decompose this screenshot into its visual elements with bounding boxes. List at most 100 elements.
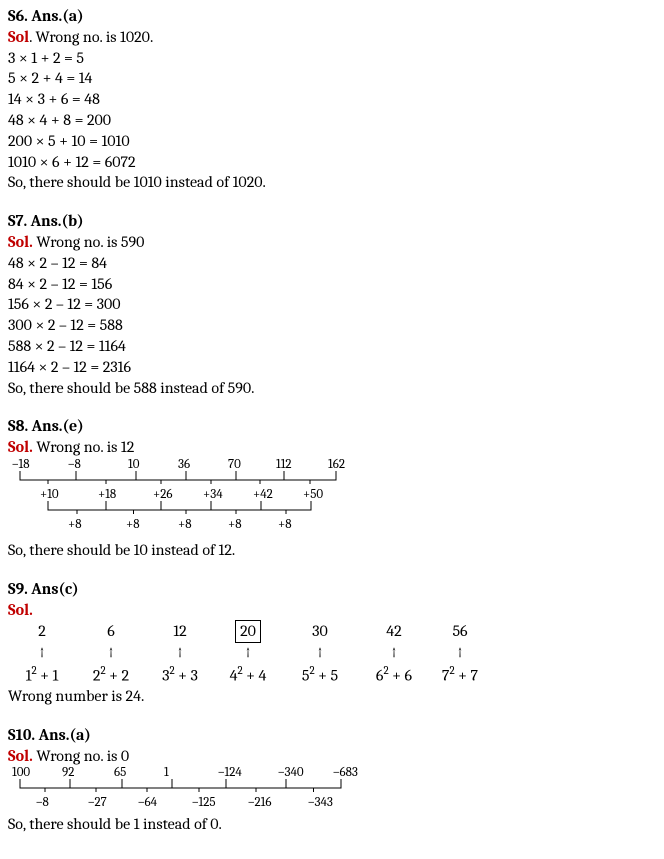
up-arrow-icon: ↑ — [358, 643, 430, 664]
svg-text:+8: +8 — [178, 517, 192, 532]
sol-label: Sol — [8, 28, 29, 46]
svg-text:+10: +10 — [40, 487, 59, 502]
up-arrow-icon: ↑ — [8, 643, 76, 664]
conclusion-s6: So, there should be 1010 instead of 1020… — [8, 172, 656, 193]
series-formula: 22 + 2 — [76, 664, 146, 686]
wrong-line-s6: Sol. Wrong no. is 1020. — [8, 27, 656, 48]
conclusion-s8: So, there should be 10 instead of 12. — [8, 540, 656, 561]
sol-label: Sol. — [8, 438, 33, 456]
up-arrow-icon: ↑ — [214, 643, 282, 664]
series-formula: 12 + 1 — [8, 664, 76, 686]
series-formula: 62 + 6 — [358, 664, 430, 686]
svg-text:+8: +8 — [278, 517, 292, 532]
wrong-text: Wrong no. is 12 — [33, 438, 134, 456]
svg-text:+50: +50 — [303, 487, 323, 502]
solution-s8: S8. Ans.(e) Sol. Wrong no. is 12 –18 –8 10… — [8, 416, 656, 560]
wrong-text: Wrong no. is 0 — [33, 747, 129, 765]
series-value: 2 — [8, 621, 76, 642]
series-arrows-s9: ↑↑↑↑↑↑↑ — [8, 643, 656, 664]
heading-s7: S7. Ans.(b) — [8, 211, 656, 232]
svg-text:100: 100 — [12, 766, 30, 780]
series-value: 12 — [146, 621, 214, 642]
series-values-s9: 261220304256 — [8, 620, 656, 643]
series-formula: 72 + 7 — [430, 664, 490, 686]
calc-line: 48 × 4 + 8 = 200 — [8, 110, 656, 131]
svg-text:–683: –683 — [333, 766, 358, 780]
series-formula: 52 + 5 — [282, 664, 358, 686]
svg-text:92: 92 — [62, 766, 74, 780]
calc-line: 1164 × 2 – 12 = 2316 — [8, 357, 656, 378]
calc-line: 48 × 2 – 12 = 84 — [8, 253, 656, 274]
svg-text:–64: –64 — [138, 795, 158, 810]
series-value: 20 — [214, 620, 282, 643]
svg-text:10: 10 — [128, 458, 140, 472]
conclusion-s10: So, there should be 1 instead of 0. — [8, 814, 656, 835]
svg-text:–216: –216 — [248, 795, 271, 810]
solution-s10: S10. Ans.(a) Sol. Wrong no. is 0 100 92 65… — [8, 725, 656, 835]
wrong-line-s10: Sol. Wrong no. is 0 — [8, 746, 656, 767]
svg-text:65: 65 — [114, 766, 126, 780]
svg-text:112: 112 — [276, 458, 292, 472]
svg-text:–340: –340 — [278, 766, 304, 780]
calc-line: 300 × 2 – 12 = 588 — [8, 315, 656, 336]
svg-text:–8: –8 — [36, 795, 49, 810]
wrong-line-s7: Sol. Wrong no. is 590 — [8, 232, 656, 253]
svg-text:–8: –8 — [68, 458, 81, 472]
svg-text:–125: –125 — [192, 795, 216, 810]
svg-text:+8: +8 — [68, 517, 82, 532]
svg-text:70: 70 — [228, 458, 241, 472]
calc-line: 200 × 5 + 10 = 1010 — [8, 131, 656, 152]
up-arrow-icon: ↑ — [76, 643, 146, 664]
conclusion-s9: Wrong number is 24. — [8, 686, 656, 707]
conclusion-s7: So, there should be 588 instead of 590. — [8, 378, 656, 399]
up-arrow-icon: ↑ — [430, 643, 490, 664]
svg-text:162: 162 — [328, 458, 345, 472]
svg-text:+8: +8 — [228, 517, 242, 532]
heading-s6: S6. Ans.(a) — [8, 6, 656, 27]
calc-line: 588 × 2 – 12 = 1164 — [8, 336, 656, 357]
svg-text:–27: –27 — [88, 795, 107, 810]
svg-text:–124: –124 — [218, 766, 242, 780]
series-formula: 42 + 4 — [214, 664, 282, 686]
series-value: 56 — [430, 621, 490, 642]
heading-s10: S10. Ans.(a) — [8, 725, 656, 746]
heading-s8: S8. Ans.(e) — [8, 416, 656, 437]
svg-text:1: 1 — [164, 766, 169, 780]
sol-label: Sol. — [8, 601, 33, 619]
series-value: 6 — [76, 621, 146, 642]
sol-line-s9: Sol. — [8, 600, 656, 621]
calc-line: 84 × 2 – 12 = 156 — [8, 274, 656, 295]
series-formulas-s9: 12 + 122 + 232 + 342 + 452 + 562 + 672 +… — [8, 664, 656, 686]
sequence-diagram-s8: –18 –8 10 36 70 112 162 +10 +18 +26 +34 +42 +50 +8 +8 +… — [8, 458, 368, 540]
solution-s6: S6. Ans.(a) Sol. Wrong no. is 1020. 3 × … — [8, 6, 656, 193]
calc-line: 14 × 3 + 6 = 48 — [8, 89, 656, 110]
svg-text:+42: +42 — [253, 487, 273, 502]
svg-text:–18: –18 — [12, 458, 30, 472]
svg-text:+8: +8 — [126, 517, 140, 532]
calc-lines-s6: 3 × 1 + 2 = 55 × 2 + 4 = 1414 × 3 + 6 = … — [8, 48, 656, 173]
series-value: 42 — [358, 621, 430, 642]
up-arrow-icon: ↑ — [282, 643, 358, 664]
wrong-line-s8: Sol. Wrong no. is 12 — [8, 437, 656, 458]
svg-text:–343: –343 — [308, 795, 333, 810]
svg-text:+34: +34 — [203, 487, 223, 502]
series-formula: 32 + 3 — [146, 664, 214, 686]
calc-line: 1010 × 6 + 12 = 6072 — [8, 152, 656, 173]
solution-s7: S7. Ans.(b) Sol. Wrong no. is 590 48 × 2… — [8, 211, 656, 398]
calc-lines-s7: 48 × 2 – 12 = 8484 × 2 – 12 = 156156 × 2… — [8, 253, 656, 378]
svg-text:+26: +26 — [153, 487, 172, 502]
svg-text:+18: +18 — [98, 487, 116, 502]
calc-line: 3 × 1 + 2 = 5 — [8, 48, 656, 69]
wrong-text: . Wrong no. is 1020. — [29, 28, 153, 46]
sol-label: Sol. — [8, 747, 33, 765]
sol-label: Sol. — [8, 233, 33, 251]
wrong-text: Wrong no. is 590 — [33, 233, 145, 251]
calc-line: 156 × 2 – 12 = 300 — [8, 294, 656, 315]
series-value: 30 — [282, 621, 358, 642]
solution-s9: S9. Ans(c) Sol. 261220304256 ↑↑↑↑↑↑↑ 12 … — [8, 579, 656, 707]
heading-s9: S9. Ans(c) — [8, 579, 656, 600]
calc-line: 5 × 2 + 4 = 14 — [8, 68, 656, 89]
up-arrow-icon: ↑ — [146, 643, 214, 664]
svg-text:36: 36 — [178, 458, 190, 472]
sequence-diagram-s10: 100 92 65 1 –124 –340 –683 –8 –27 –64 –125 –216 –343 — [8, 766, 378, 814]
